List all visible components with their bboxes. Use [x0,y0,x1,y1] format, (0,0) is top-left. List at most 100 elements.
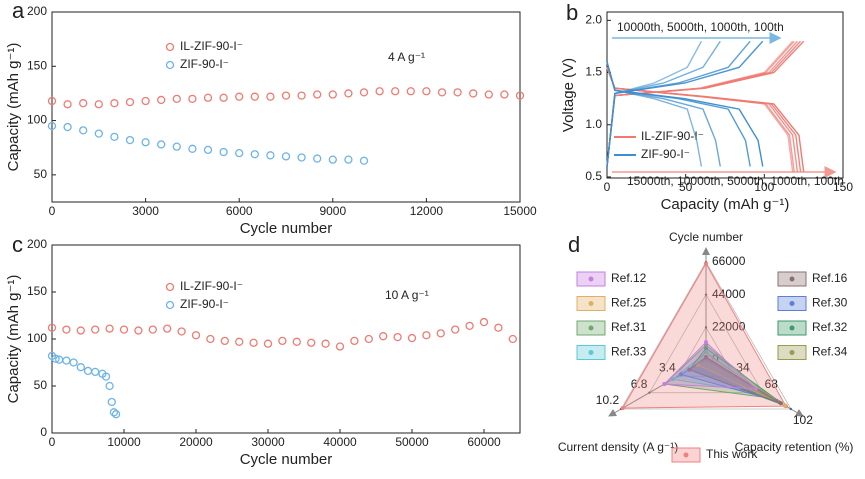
axis-tick-label: 44000 [712,287,746,301]
axis-title: Capacity retention (%) [735,440,854,454]
y-axis-title: Capacity (mAh g⁻¹) [5,275,22,404]
curve [606,61,703,167]
y-tick-label: 100 [27,113,47,127]
annotation: 10000th, 5000th, 1000th, 100th [617,20,784,34]
radar-point [778,401,783,406]
grid-line [620,261,792,410]
legend-marker [165,282,175,292]
axis-tick-label: 34 [736,361,750,375]
data-point [379,332,388,341]
legend-label: Ref.32 [812,320,848,334]
legend-marker [683,452,689,458]
legend-label: IL-ZIF-90-I⁻ [180,279,243,293]
x-tick-label: 30000 [251,435,285,449]
data-point [76,363,85,372]
data-point [107,397,116,407]
data-point [188,94,197,104]
y-tick-label: 50 [34,378,48,392]
data-point [453,88,462,97]
x-axis-title: Cycle number [240,220,333,237]
data-point [278,336,287,346]
data-point [91,325,100,334]
data-point [235,148,244,158]
data-point [266,151,275,160]
legend-marker [588,276,594,282]
data-point [63,122,72,132]
data-point [515,91,525,100]
plot-frame [606,11,844,179]
data-point [266,92,275,101]
y-tick-label: 1.5 [585,65,602,79]
legend-marker [588,350,594,355]
data-point [422,87,431,96]
data-point [110,132,119,142]
data-point [479,317,489,327]
radar-point [620,406,625,411]
legend-marker [789,301,795,306]
radar-point [687,367,692,372]
data-point [313,154,322,163]
data-point [148,325,157,334]
x-tick-label: 100 [754,180,774,194]
data-point [47,96,57,106]
data-point [63,100,72,109]
legend-marker [588,301,594,306]
data-point [297,153,306,162]
radar-point [662,382,667,387]
axis-tick-label: 66000 [712,254,746,268]
x-tick-label: 15000 [503,204,537,218]
x-tick-label: 10000 [107,435,141,449]
data-point [359,156,369,165]
y-tick-label: 200 [27,237,47,251]
data-point [406,87,415,96]
x-tick-label: 9000 [319,204,346,218]
data-point [91,367,100,377]
panel-label: d [568,232,580,257]
x-tick-label: 50 [679,180,693,194]
data-point [469,89,478,98]
data-point [307,338,316,347]
data-point [391,87,400,96]
legend-marker [789,325,795,331]
data-point [203,145,213,155]
data-point [119,325,129,334]
radar-point [704,355,708,360]
x-tick-label: 0 [604,180,611,194]
axis-tick-label: 22000 [712,320,746,334]
data-point [344,89,353,98]
data-point [250,92,259,101]
data-point [281,91,291,100]
annotation: 4 A g⁻¹ [388,50,425,64]
data-point [110,99,119,108]
data-point [62,325,71,334]
x-tick-label: 40000 [323,435,357,449]
legend-label: IL-ZIF-90-I⁻ [180,39,243,53]
radar-point [783,403,788,408]
data-point [235,92,244,101]
legend-marker [789,276,795,282]
data-point [484,90,493,99]
data-point [500,90,509,99]
data-point [465,321,474,330]
data-point [508,334,517,344]
data-point [177,327,186,336]
data-point [47,121,57,131]
data-point [436,329,445,338]
annotation: 15000th, 10000th, 5000th, 1000th, 100th [627,174,844,188]
data-point [94,129,103,138]
radar-area [621,262,787,409]
radar-point [679,372,684,377]
legend-label: Ref.12 [611,271,647,285]
data-point [69,358,78,367]
x-tick-label: 6000 [226,204,253,218]
data-point [250,150,259,159]
x-axis-title: Capacity (mAh g⁻¹) [661,196,790,213]
data-point [437,88,447,97]
x-tick-label: 50000 [395,435,429,449]
axis-tick [789,407,793,411]
data-point [393,332,402,342]
data-point [281,152,291,161]
axis-tick [648,391,651,394]
legend-label: Ref.31 [611,320,647,334]
